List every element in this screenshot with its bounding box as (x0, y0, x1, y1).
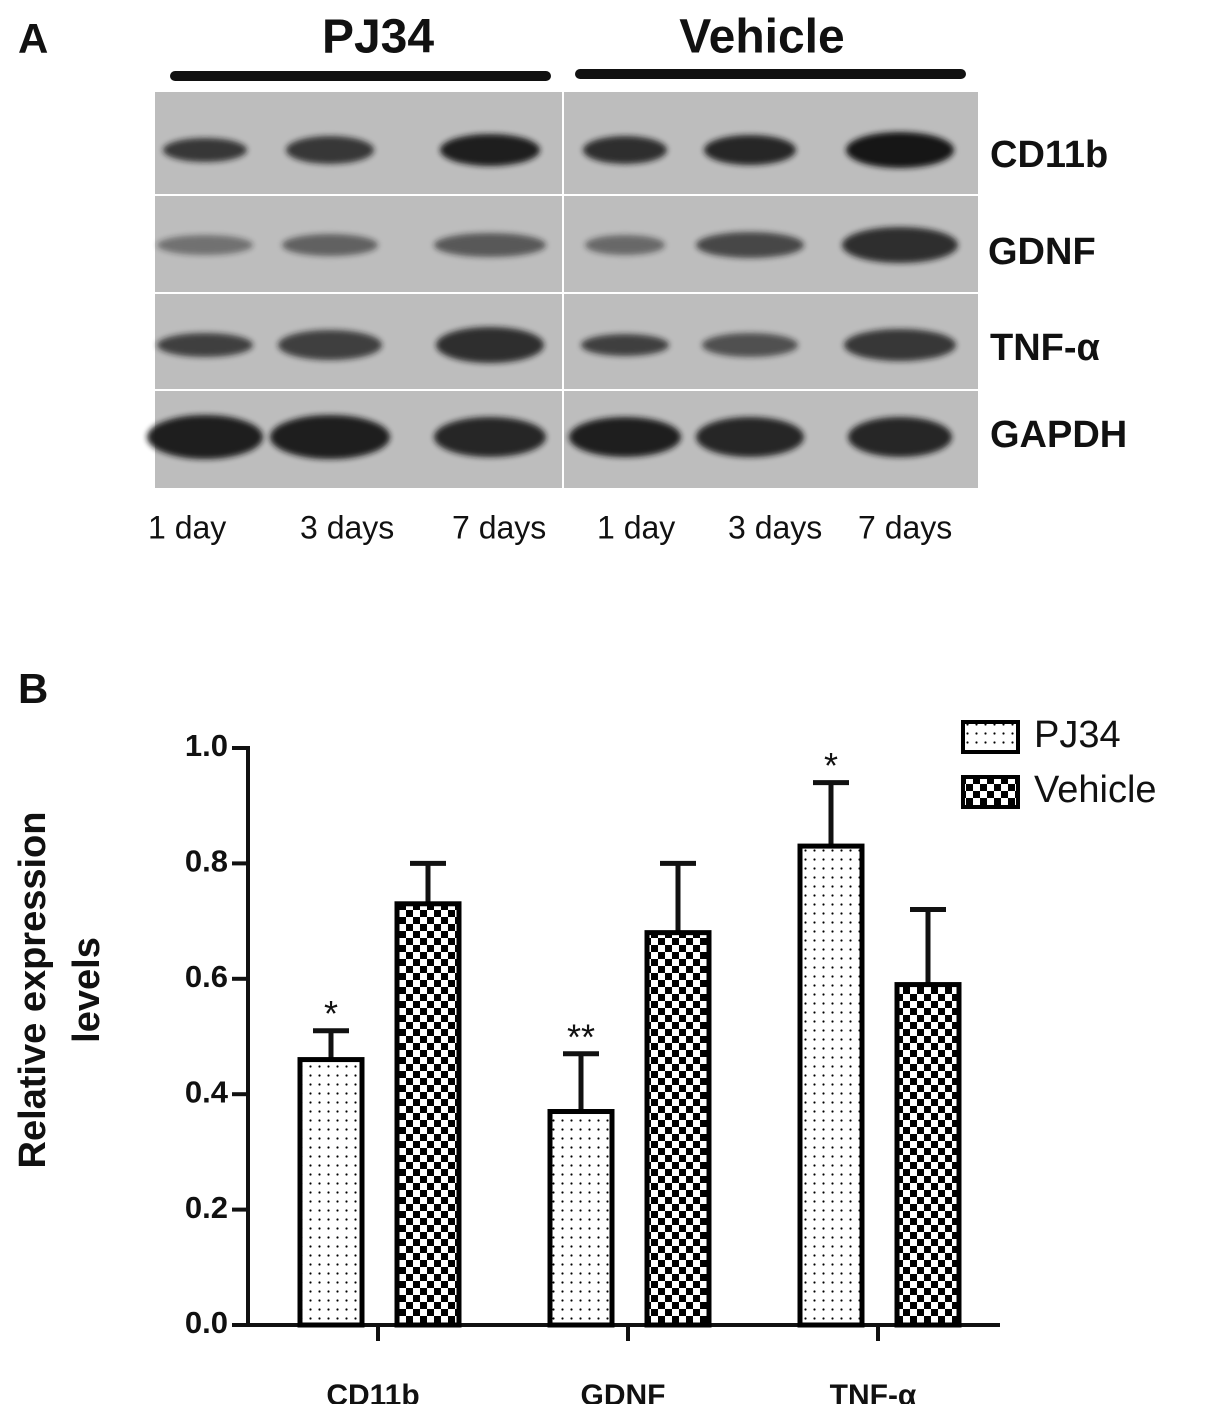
lane-label: 1 day (148, 509, 226, 545)
legend-label: PJ34 (1034, 714, 1121, 756)
x-tick-label: GDNF (581, 1379, 666, 1404)
band (436, 327, 544, 363)
group-label: PJ34 (322, 11, 434, 64)
band (440, 134, 540, 166)
x-tick-label: TNF-α (830, 1379, 917, 1404)
band (286, 136, 374, 164)
band (278, 330, 382, 360)
significance-label: * (324, 993, 338, 1034)
panel-label: B (18, 665, 48, 712)
band (581, 334, 669, 356)
lane-label: 3 days (300, 509, 394, 545)
lane-label: 1 day (597, 509, 675, 545)
lane-label: 3 days (728, 509, 822, 545)
band (846, 132, 954, 168)
panel-label: A (18, 15, 48, 62)
lane-label: 7 days (858, 509, 952, 545)
y-tick-label: 1.0 (185, 728, 228, 763)
band (842, 227, 958, 263)
band (157, 333, 253, 357)
band (696, 232, 804, 258)
y-axis-label: Relative expression (12, 812, 54, 1169)
legend-swatch (961, 720, 1020, 754)
band (844, 329, 956, 361)
significance-label: ** (567, 1016, 595, 1057)
band (585, 235, 665, 255)
band (147, 415, 263, 459)
band (163, 138, 247, 162)
x-tick-label: CD11b (326, 1379, 419, 1404)
band (282, 234, 378, 256)
band (702, 333, 798, 357)
significance-label: * (824, 745, 838, 786)
y-tick-label: 0.2 (185, 1190, 228, 1225)
band (434, 233, 546, 257)
group-label: Vehicle (679, 11, 844, 64)
y-axis-label: levels (66, 937, 108, 1043)
band (270, 415, 390, 459)
y-tick-label: 0.6 (185, 959, 228, 994)
group-bar (170, 71, 551, 81)
band (157, 235, 253, 255)
band (704, 135, 796, 165)
protein-label: CD11b (990, 134, 1108, 176)
bar (797, 843, 865, 1328)
band (583, 136, 667, 164)
chart: 0.0 0.2 0.4 0.6 0.8 1.0 Relative expression lev… (12, 714, 1157, 1404)
protein-label: TNF-α (990, 327, 1100, 369)
protein-label: GAPDH (990, 414, 1127, 456)
panel-a: A PJ34 Vehicle CD11b GDNF TNF-α GAPDH 1 … (18, 11, 1127, 546)
error-bar (813, 780, 849, 847)
band (434, 417, 546, 457)
bar (894, 982, 962, 1328)
group-bar (575, 69, 966, 79)
bar (644, 930, 712, 1328)
band (569, 417, 681, 457)
y-tick-label: 0.0 (185, 1305, 228, 1340)
band (696, 417, 804, 457)
lane-label: 7 days (452, 509, 546, 545)
bar (394, 901, 462, 1328)
bands (147, 132, 958, 459)
protein-label: GDNF (988, 231, 1096, 273)
y-tick-label: 0.8 (185, 844, 228, 879)
bar (297, 1057, 365, 1328)
error-bar (660, 860, 696, 933)
error-bar (313, 1028, 349, 1060)
band (848, 417, 952, 457)
error-bar (910, 907, 946, 985)
error-bar (563, 1051, 599, 1112)
error-bar (410, 860, 446, 904)
legend-label: Vehicle (1034, 769, 1157, 811)
legend-swatch (961, 775, 1020, 809)
bar (547, 1109, 615, 1328)
y-tick-label: 0.4 (185, 1074, 229, 1109)
